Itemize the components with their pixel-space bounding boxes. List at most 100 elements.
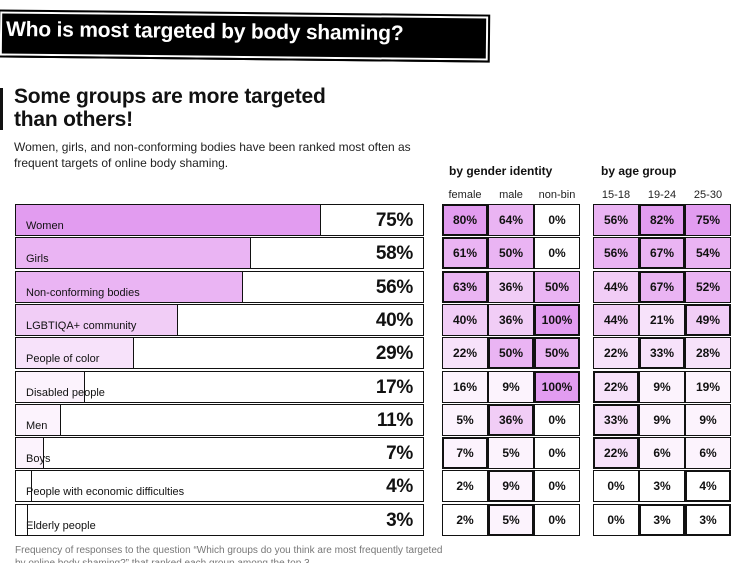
gender-cell-male: 9% bbox=[488, 470, 534, 502]
bar-label: Elderly people bbox=[26, 520, 96, 532]
bar-row-non-conforming-bodies: Non-conforming bodies 56% bbox=[15, 271, 424, 303]
bar-label: People with economic difficulties bbox=[26, 486, 185, 498]
age-cell-19-24: 67% bbox=[639, 271, 685, 303]
bar-value-label: 29% bbox=[375, 343, 413, 364]
gender-cell-non-bin: 0% bbox=[534, 404, 580, 436]
age-cell-15-18: 22% bbox=[593, 337, 639, 369]
bar-row-lgbtiqa-community: LGBTIQA+ community 40% bbox=[15, 304, 424, 336]
bar-value-label: 75% bbox=[375, 210, 413, 231]
bar-people-of-color bbox=[16, 338, 134, 368]
bar-label: Non-conforming bodies bbox=[26, 287, 140, 299]
footnote: Frequency of responses to the question “… bbox=[15, 545, 443, 563]
gender-group-heading: by gender identity bbox=[449, 164, 553, 178]
gender-cell-female: 40% bbox=[442, 304, 488, 336]
bar-row-disabled-people: Disabled people 17% bbox=[15, 371, 424, 403]
bar-girls bbox=[16, 238, 251, 268]
age-cell-19-24: 3% bbox=[639, 504, 685, 536]
bar-row-men: Men 11% bbox=[15, 404, 424, 436]
bar-value-label: 11% bbox=[376, 410, 413, 431]
age-cell-25-30: 6% bbox=[685, 437, 731, 469]
bar-value-label: 40% bbox=[375, 310, 413, 331]
bar-lgbtiqa-community bbox=[16, 305, 178, 335]
age-cell-15-18: 0% bbox=[593, 470, 639, 502]
gender-cell-non-bin: 0% bbox=[534, 237, 580, 269]
age-cell-19-24: 9% bbox=[639, 404, 685, 436]
age-cell-19-24: 6% bbox=[639, 437, 685, 469]
age-cell-15-18: 22% bbox=[593, 371, 639, 403]
bar-label: People of color bbox=[26, 353, 100, 365]
age-cell-15-18: 0% bbox=[593, 504, 639, 536]
bar-label: LGBTIQA+ community bbox=[26, 320, 137, 332]
age-group-heading: by age group bbox=[601, 164, 677, 178]
bar-women bbox=[16, 205, 321, 235]
age-cell-19-24: 21% bbox=[639, 304, 685, 336]
bar-label: Disabled people bbox=[26, 387, 105, 399]
age-cell-19-24: 33% bbox=[639, 337, 685, 369]
subtitle-line-2: than others! bbox=[14, 108, 133, 131]
gender-cell-non-bin: 50% bbox=[534, 337, 580, 369]
bar-value-label: 4% bbox=[386, 476, 413, 497]
gender-cell-female: 80% bbox=[442, 204, 488, 236]
age-cell-25-30: 19% bbox=[685, 371, 731, 403]
gender-cell-non-bin: 0% bbox=[534, 204, 580, 236]
gender-cell-male: 50% bbox=[488, 337, 534, 369]
age-cell-19-24: 82% bbox=[639, 204, 685, 236]
age-cell-25-30: 9% bbox=[685, 404, 731, 436]
gender-cell-male: 36% bbox=[488, 404, 534, 436]
bar-people-with-economic-difficulties bbox=[16, 471, 32, 501]
gender-cell-non-bin: 50% bbox=[534, 271, 580, 303]
age-cell-19-24: 3% bbox=[639, 470, 685, 502]
bar-boys bbox=[16, 438, 44, 468]
description: Women, girls, and non-conforming bodies … bbox=[14, 140, 411, 170]
bar-label: Boys bbox=[26, 453, 51, 465]
bar-value-label: 58% bbox=[375, 243, 413, 264]
gender-cell-female: 22% bbox=[442, 337, 488, 369]
gender-cell-female: 16% bbox=[442, 371, 488, 403]
age-cell-25-30: 75% bbox=[685, 204, 731, 236]
bar-men bbox=[16, 405, 61, 435]
bar-value-label: 7% bbox=[386, 443, 413, 464]
age-cell-25-30: 49% bbox=[685, 304, 731, 336]
column-header-male: male bbox=[499, 189, 523, 201]
column-header-non-binary: non-bin bbox=[538, 189, 576, 201]
age-cell-15-18: 56% bbox=[593, 237, 639, 269]
gender-cell-male: 5% bbox=[488, 437, 534, 469]
gender-cell-female: 7% bbox=[442, 437, 488, 469]
subtitle-line-1: Some groups are more targeted bbox=[14, 85, 326, 108]
subtitle: Some groups are more targeted than other… bbox=[14, 85, 434, 131]
banner-title: Who is most targeted by body shaming? bbox=[5, 17, 404, 46]
age-cell-15-18: 22% bbox=[593, 437, 639, 469]
age-cell-25-30: 28% bbox=[685, 337, 731, 369]
bar-row-people-with-economic-difficulties: People with economic difficulties 4% bbox=[15, 470, 424, 502]
age-cell-15-18: 44% bbox=[593, 304, 639, 336]
age-cell-25-30: 3% bbox=[685, 504, 731, 536]
gender-cell-non-bin: 100% bbox=[534, 304, 580, 336]
age-cell-15-18: 56% bbox=[593, 204, 639, 236]
bar-value-label: 17% bbox=[375, 377, 413, 398]
bar-label: Women bbox=[26, 220, 64, 232]
bar-row-girls: Girls 58% bbox=[15, 237, 424, 269]
bar-row-boys: Boys 7% bbox=[15, 437, 424, 469]
gender-cell-female: 5% bbox=[442, 404, 488, 436]
gender-cell-female: 63% bbox=[442, 271, 488, 303]
subtitle-accent-bar bbox=[0, 88, 3, 130]
column-header-age-15-18: 15-18 bbox=[601, 189, 631, 201]
column-header-age-25-30: 25-30 bbox=[693, 189, 723, 201]
gender-cell-male: 64% bbox=[488, 204, 534, 236]
age-cell-15-18: 44% bbox=[593, 271, 639, 303]
gender-cell-male: 9% bbox=[488, 371, 534, 403]
age-cell-19-24: 67% bbox=[639, 237, 685, 269]
bar-row-elderly-people: Elderly people 3% bbox=[15, 504, 424, 536]
age-cell-25-30: 52% bbox=[685, 271, 731, 303]
bar-value-label: 3% bbox=[386, 510, 413, 531]
gender-cell-female: 61% bbox=[442, 237, 488, 269]
gender-cell-male: 36% bbox=[488, 304, 534, 336]
gender-cell-female: 2% bbox=[442, 504, 488, 536]
gender-cell-non-bin: 0% bbox=[534, 437, 580, 469]
column-header-age-19-24: 19-24 bbox=[647, 189, 677, 201]
bar-row-people-of-color: People of color 29% bbox=[15, 337, 424, 369]
gender-cell-non-bin: 0% bbox=[534, 470, 580, 502]
gender-cell-male: 50% bbox=[488, 237, 534, 269]
bar-non-conforming-bodies bbox=[16, 272, 243, 302]
age-cell-25-30: 4% bbox=[685, 470, 731, 502]
